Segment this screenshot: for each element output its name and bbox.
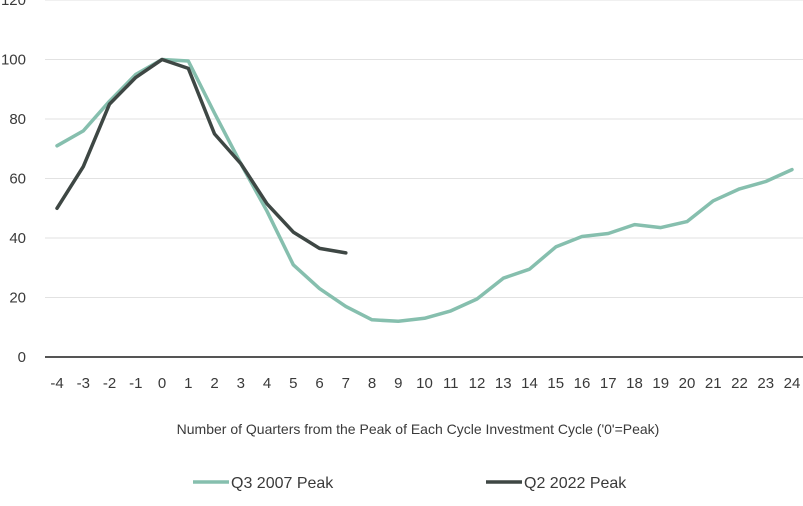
x-tick-label: 24 — [784, 375, 801, 392]
x-tick-label: 8 — [368, 375, 376, 392]
x-tick-label: 14 — [521, 375, 538, 392]
y-axis-ticks: 0 20 40 60 80 100 120 — [1, 0, 26, 366]
y-tick-label: 100 — [1, 52, 26, 69]
series-line-1 — [55, 57, 794, 324]
x-tick-label: 3 — [237, 375, 245, 392]
legend-label-2: Q2 2022 Peak — [524, 475, 627, 492]
x-tick-label: 12 — [469, 375, 486, 392]
x-axis-title: Number of Quarters from the Peak of Each… — [177, 421, 660, 437]
x-tick-label: 15 — [547, 375, 564, 392]
legend-label-1: Q3 2007 Peak — [231, 475, 334, 492]
x-tick-label: 6 — [315, 375, 323, 392]
series-lines — [55, 57, 794, 324]
y-tick-label: 120 — [1, 0, 26, 9]
x-tick-label: 1 — [184, 375, 192, 392]
x-tick-label: 13 — [495, 375, 512, 392]
y-tick-label: 40 — [9, 230, 26, 247]
x-tick-label: -2 — [103, 375, 116, 392]
x-tick-label: 5 — [289, 375, 297, 392]
x-tick-label: 2 — [210, 375, 218, 392]
x-tick-label: 10 — [416, 375, 433, 392]
x-axis-ticks: -4 -3 -2 -1 0 1 2 3 4 5 6 7 8 9 10 11 12 13 14 15 16 17 18 19 20… — [50, 375, 800, 392]
y-tick-label: 0 — [18, 349, 26, 366]
x-tick-label: 4 — [263, 375, 271, 392]
x-tick-label: 20 — [679, 375, 696, 392]
x-tick-label: 22 — [731, 375, 748, 392]
x-tick-label: 9 — [394, 375, 402, 392]
x-tick-label: 18 — [626, 375, 643, 392]
y-tick-label: 20 — [9, 290, 26, 307]
y-tick-label: 60 — [9, 171, 26, 188]
x-tick-label: -3 — [77, 375, 90, 392]
x-tick-label: -1 — [129, 375, 142, 392]
x-tick-label: 11 — [443, 375, 459, 392]
x-tick-label: 7 — [342, 375, 350, 392]
x-tick-label: 17 — [600, 375, 617, 392]
gridlines — [45, 0, 803, 298]
y-tick-label: 80 — [9, 111, 26, 128]
x-tick-label: -4 — [50, 375, 63, 392]
x-tick-label: 0 — [158, 375, 166, 392]
x-tick-label: 16 — [574, 375, 591, 392]
legend: Q3 2007 Peak Q2 2022 Peak — [193, 475, 627, 492]
series-line-2 — [55, 57, 348, 255]
x-tick-label: 23 — [757, 375, 774, 392]
x-tick-label: 19 — [652, 375, 669, 392]
x-tick-label: 21 — [705, 375, 722, 392]
